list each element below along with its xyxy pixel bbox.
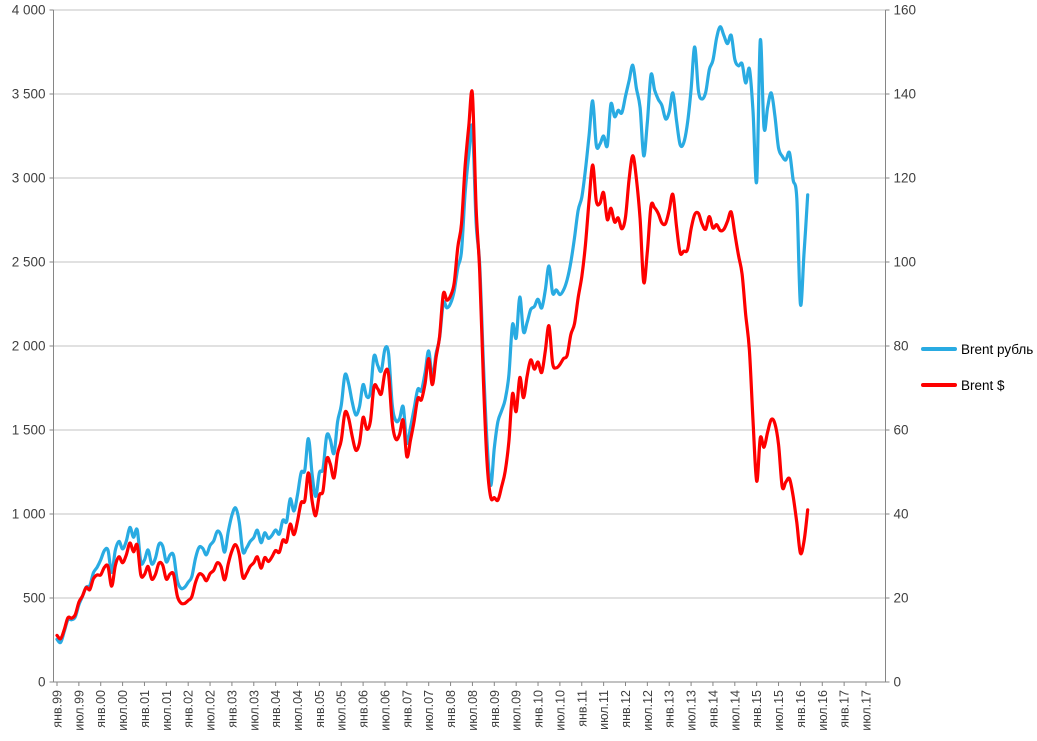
x-axis-tick-label: июл.02	[204, 690, 218, 731]
x-axis-tick-label: янв.04	[269, 690, 283, 728]
series-line-brent-usd	[55, 89, 810, 641]
x-axis-tick-label: янв.15	[750, 690, 764, 728]
legend-label-brent-usd: Brent $	[961, 377, 1005, 393]
x-axis-tick-label: июл.06	[378, 690, 392, 731]
x-axis-tick-label: июл.10	[553, 690, 567, 731]
legend-line-sample-red	[921, 383, 957, 387]
left-axis-tick-label: 1 500	[12, 423, 46, 438]
x-axis-tick-label: июл.09	[510, 690, 524, 731]
right-axis-tick-label: 0	[894, 675, 902, 690]
x-axis-tick-label: июл.14	[728, 690, 742, 731]
x-axis-tick-label: июл.16	[816, 690, 830, 731]
x-axis-tick-label: янв.00	[94, 690, 108, 728]
left-axis-tick-label: 3 000	[12, 171, 46, 186]
legend-label-brent-rub: Brent рубль	[961, 341, 1034, 357]
right-axis-tick-label: 20	[894, 591, 909, 606]
right-axis-tick-label: 120	[894, 171, 917, 186]
x-axis-tick-label: янв.13	[663, 690, 677, 728]
right-axis-tick-label: 40	[894, 507, 909, 522]
left-axis-tick-label: 500	[23, 591, 46, 606]
x-axis-tick-label: янв.12	[619, 690, 633, 728]
x-axis-tick-label: янв.16	[794, 690, 808, 728]
x-axis-tick-label: янв.09	[488, 690, 502, 728]
x-axis-tick-label: янв.02	[182, 690, 196, 728]
right-axis-tick-label: 60	[894, 423, 909, 438]
x-axis-tick-label: июл.07	[422, 690, 436, 731]
legend-line-sample-blue	[921, 347, 957, 351]
x-axis-tick-label: июл.04	[291, 690, 305, 731]
x-axis-tick-label: янв.08	[444, 690, 458, 728]
left-axis-tick-label: 2 000	[12, 339, 46, 354]
x-axis-tick-label: июл.99	[72, 690, 86, 731]
x-axis-tick-label: июл.11	[597, 690, 611, 730]
right-axis-tick-label: 160	[894, 3, 917, 18]
x-axis-tick-label: июл.08	[466, 690, 480, 731]
legend-item-brent-rub: Brent рубль	[921, 331, 1037, 367]
x-axis-tick-label: янв.11	[575, 690, 589, 727]
x-axis-tick-label: июл.13	[685, 690, 699, 731]
x-axis-tick-label: июл.15	[772, 690, 786, 731]
x-axis-tick-label: янв.10	[532, 690, 546, 728]
x-axis-tick-label: янв.17	[838, 690, 852, 728]
x-axis-tick-label: июл.01	[160, 690, 174, 731]
x-axis-tick-label: янв.14	[706, 690, 720, 728]
legend-item-brent-usd: Brent $	[921, 367, 1037, 403]
x-axis-tick-label: янв.03	[225, 690, 239, 728]
x-axis-tick-label: янв.01	[138, 690, 152, 728]
series-line-brent-rub	[55, 25, 810, 645]
x-axis-tick-label: июл.17	[860, 690, 874, 731]
right-axis-tick-label: 140	[894, 87, 917, 102]
left-axis-tick-label: 3 500	[12, 87, 46, 102]
x-axis-tick-label: июл.12	[641, 690, 655, 731]
x-axis-tick-label: янв.05	[313, 690, 327, 728]
x-axis-tick-label: июл.00	[116, 690, 130, 731]
x-axis-tick-label: янв.07	[400, 690, 414, 728]
left-axis-tick-label: 0	[38, 675, 46, 690]
x-axis-tick-label: янв.06	[357, 690, 371, 728]
x-axis-tick-label: июл.03	[247, 690, 261, 731]
right-axis-tick-label: 80	[894, 339, 909, 354]
left-axis-tick-label: 1 000	[12, 507, 46, 522]
x-axis-tick-label: июл.05	[335, 690, 349, 731]
x-axis-tick-label: янв.99	[51, 690, 65, 728]
left-axis-tick-label: 4 000	[12, 3, 46, 18]
right-axis-tick-label: 100	[894, 255, 917, 270]
chart-legend: Brent рубль Brent $	[921, 331, 1037, 403]
left-axis-tick-label: 2 500	[12, 255, 46, 270]
